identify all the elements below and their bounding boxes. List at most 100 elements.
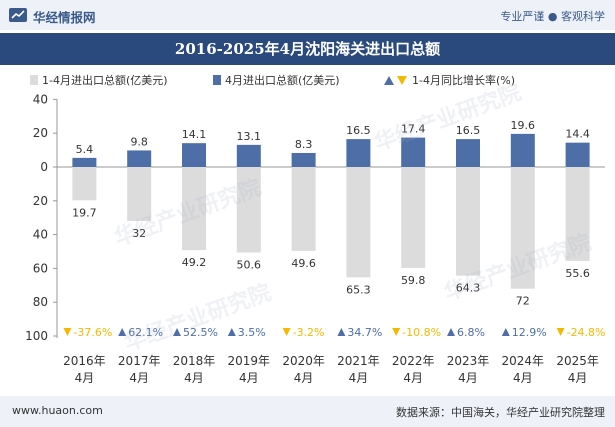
bar-monthly-label: 9.8: [130, 135, 148, 148]
legend-label-growth: 1-4月同比增长率(%): [412, 73, 515, 87]
bar-cumulative-label: 32: [132, 227, 146, 240]
bar-cumulative: [72, 167, 97, 201]
bar-cumulative: [510, 167, 535, 289]
bar-cumulative-label: 19.7: [72, 206, 97, 219]
bar-cumulative-label: 50.6: [237, 259, 262, 272]
legend-up-triangle-icon: [384, 76, 394, 85]
bar-cumulative: [456, 167, 480, 276]
top-bar: 华经情报网 专业严谨 ● 客观科学: [0, 0, 615, 30]
growth-down-icon: [556, 328, 565, 336]
bar-monthly-label: 17.4: [401, 123, 426, 136]
growth-down-icon: [392, 328, 401, 336]
bar-cumulative-label: 59.8: [401, 274, 426, 287]
chart-title: 2016-2025年4月沈阳海关进出口总额: [174, 40, 441, 58]
x-tick-label: 4月: [239, 371, 259, 385]
y-tick-label: 40: [33, 92, 48, 106]
footer: www.huaon.com 数据来源：中国海关，华经产业研究院整理: [0, 396, 615, 427]
bar-cumulative-label: 72: [516, 295, 530, 308]
growth-up-icon: [173, 328, 181, 336]
growth-rate-label: -3.2%: [293, 326, 325, 339]
growth-up-icon: [337, 328, 346, 336]
y-tick-label: 20: [33, 126, 48, 140]
growth-up-icon: [447, 328, 455, 336]
x-tick-label: 2019年: [228, 354, 271, 368]
legend-swatch-monthly: [213, 75, 221, 85]
y-tick-label: 60: [33, 261, 48, 275]
bar-cumulative: [346, 167, 371, 278]
bar-cumulative: [291, 167, 316, 251]
x-tick-label: 2021年: [337, 354, 380, 368]
x-tick-label: 4月: [403, 371, 423, 385]
bar-cumulative-label: 49.6: [291, 257, 316, 270]
bar-cumulative: [236, 167, 261, 253]
bar-monthly: [456, 139, 480, 167]
bar-monthly: [127, 150, 152, 167]
x-tick-label: 2022年: [392, 354, 435, 368]
legend-label-cumulative: 1-4月进出口总额(亿美元): [42, 73, 168, 87]
bar-monthly-label: 14.1: [182, 128, 207, 141]
growth-rate-label: 3.5%: [238, 326, 266, 339]
growth-up-icon: [501, 328, 510, 336]
x-tick-label: 2018年: [173, 354, 216, 368]
chart-area: 1-4月进出口总额(亿美元) 4月进出口总额(亿美元) 1-4月同比增长率(%) 40…: [25, 73, 606, 385]
x-tick-label: 2024年: [502, 354, 545, 368]
growth-rate-label: 6.8%: [457, 326, 485, 339]
legend-swatch-cumulative: [30, 75, 38, 85]
x-tick-label: 4月: [294, 371, 314, 385]
y-tick-label: 20: [33, 194, 48, 208]
x-tick-label: 2025年: [556, 354, 599, 368]
x-tick-label: 4月: [129, 371, 149, 385]
bar-monthly: [182, 143, 206, 167]
bar-cumulative: [565, 167, 590, 261]
growth-up-icon: [227, 328, 236, 336]
bar-cumulative-label: 64.3: [456, 282, 481, 295]
website-link[interactable]: www.huaon.com: [12, 404, 103, 417]
x-tick-label: 2017年: [118, 354, 161, 368]
x-tick-label: 4月: [513, 371, 533, 385]
slogan: 专业严谨 ● 客观科学: [500, 10, 605, 23]
y-tick-label: 100: [25, 329, 48, 343]
y-tick-label: 40: [33, 228, 48, 242]
x-tick-label: 4月: [184, 371, 204, 385]
brand-name: 华经情报网: [33, 10, 96, 25]
bar-monthly: [236, 144, 261, 167]
legend-down-triangle-icon: [397, 76, 407, 85]
growth-rate-label: 12.9%: [512, 326, 547, 339]
legend-label-monthly: 4月进出口总额(亿美元): [225, 73, 340, 87]
bar-cumulative: [127, 167, 152, 222]
growth-rate-label: 34.7%: [347, 326, 382, 339]
bar-cumulative-label: 55.6: [565, 267, 590, 280]
y-tick-label: 80: [33, 295, 48, 309]
growth-rate-label: -37.6%: [73, 326, 112, 339]
bar-monthly: [291, 152, 316, 167]
bar-monthly-label: 16.5: [346, 124, 371, 137]
x-tick-label: 2023年: [447, 354, 490, 368]
bar-monthly: [510, 133, 535, 167]
bar-monthly-label: 5.4: [76, 143, 94, 156]
bar-cumulative: [401, 167, 426, 269]
title-bar: 2016-2025年4月沈阳海关进出口总额: [0, 33, 615, 65]
bar-monthly-label: 13.1: [237, 130, 262, 143]
bar-monthly: [401, 137, 426, 167]
bar-monthly: [565, 142, 590, 167]
growth-up-icon: [118, 328, 127, 336]
growth-down-icon: [63, 328, 72, 336]
bar-monthly-label: 14.4: [565, 128, 590, 141]
growth-rate-label: 52.5%: [183, 326, 218, 339]
x-tick-label: 4月: [568, 371, 588, 385]
y-tick-label: 0: [40, 160, 48, 174]
x-tick-label: 4月: [75, 371, 95, 385]
bar-cumulative: [182, 167, 206, 251]
bar-monthly-label: 8.3: [295, 138, 313, 151]
bar-monthly: [72, 157, 97, 167]
bar-cumulative-label: 65.3: [346, 283, 371, 296]
x-tick-label: 4月: [349, 371, 369, 385]
growth-rate-label: 62.1%: [128, 326, 163, 339]
growth-rate-label: -24.8%: [567, 326, 606, 339]
bar-monthly-label: 19.6: [511, 119, 536, 132]
data-source: 数据来源：中国海关，华经产业研究院整理: [396, 406, 605, 419]
bar-monthly: [346, 139, 371, 167]
x-tick-label: 4月: [458, 371, 478, 385]
growth-down-icon: [282, 328, 291, 336]
bar-cumulative-label: 49.2: [182, 256, 207, 269]
